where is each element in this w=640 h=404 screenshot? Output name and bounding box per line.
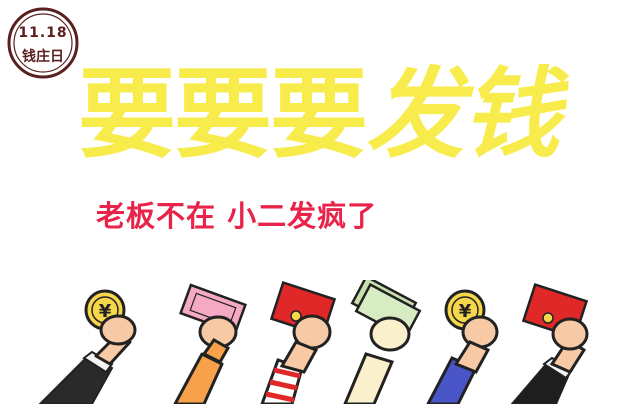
stamp-date: 11.18 — [18, 25, 68, 41]
headline-part1: 要要要 — [78, 58, 368, 172]
stamp-name: 钱庄日 — [22, 49, 64, 65]
arm-banknote — [173, 283, 247, 404]
arm-coin-1: ¥ — [38, 289, 137, 404]
arm-cash-stack — [343, 280, 422, 404]
coin-symbol: ¥ — [459, 301, 472, 322]
headline: 要要要发钱 — [78, 56, 578, 176]
arm-red-envelope-1 — [260, 281, 337, 404]
date-stamp-badge: 11.18 钱庄日 — [6, 6, 80, 80]
subtitle: 老板不在 小二发疯了 — [96, 199, 378, 233]
arm-red-envelope-2 — [510, 283, 589, 404]
headline-part2: 发钱 — [366, 58, 560, 172]
stamp-ring-icon — [7, 7, 79, 79]
arms-illustration: ¥ — [38, 280, 589, 404]
arm-coin-2: ¥ — [426, 289, 499, 404]
